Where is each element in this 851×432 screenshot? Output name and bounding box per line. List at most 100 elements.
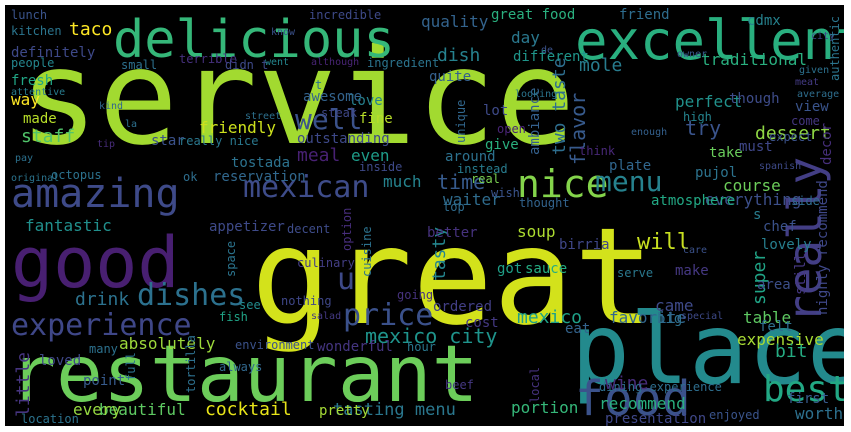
- word-enjoyed: enjoyed: [709, 408, 760, 422]
- word-star: star: [151, 133, 185, 149]
- word-incredible: incredible: [309, 8, 381, 22]
- word-quality: quality: [421, 12, 489, 31]
- word-attentive: attentive: [11, 87, 65, 98]
- word-presentation: presentation: [605, 411, 706, 426]
- word-staff: staff: [21, 126, 75, 147]
- word-location: location: [21, 412, 79, 426]
- word-best: best: [763, 369, 844, 410]
- word-ingredient: ingredient: [367, 56, 439, 70]
- word-great: great: [251, 199, 654, 355]
- word-give: give: [485, 137, 519, 153]
- word-area: area: [757, 277, 791, 293]
- word-although: although: [311, 57, 359, 68]
- word-outstanding: outstanding: [297, 131, 390, 147]
- word-traditional: traditional: [701, 50, 807, 69]
- word-really: really: [778, 157, 832, 323]
- word-time: time: [437, 170, 485, 194]
- word-many: many: [89, 342, 118, 356]
- word-mexico: mexico: [517, 307, 582, 328]
- word-environment: environment: [235, 338, 314, 352]
- word-got: got: [497, 261, 522, 277]
- word-steak: steak: [321, 106, 358, 120]
- word-felt: felt: [759, 319, 793, 335]
- word-waiter: waiter: [443, 190, 501, 209]
- word-every: every: [73, 400, 122, 419]
- word-bit: bit: [775, 341, 808, 362]
- word-made: made: [23, 111, 57, 127]
- word-local: local: [528, 367, 542, 403]
- word-take: take: [709, 145, 743, 161]
- word-though: though: [729, 91, 780, 107]
- word-tortilla: tortilla: [184, 335, 198, 393]
- word-inside: inside: [359, 160, 402, 174]
- word-must: must: [739, 139, 773, 155]
- word-going: going: [397, 288, 433, 302]
- word-loved: loved: [39, 353, 81, 369]
- word-perfect: perfect: [675, 92, 742, 111]
- word-lunch: lunch: [11, 8, 47, 22]
- word-unique: unique: [454, 100, 468, 143]
- word-friendly: friendly: [199, 118, 276, 137]
- word-excellent: excellent: [575, 9, 844, 72]
- word-around: around: [445, 149, 496, 165]
- word-meat: meat: [795, 77, 819, 88]
- word-enough: enough: [631, 127, 667, 138]
- word-portion: portion: [511, 398, 578, 417]
- word-wine: wine: [605, 373, 648, 394]
- word-owner: owner: [677, 49, 707, 60]
- word-tasty: tasty: [429, 227, 450, 281]
- word-plate: plate: [609, 158, 651, 174]
- word-even: even: [351, 146, 390, 165]
- word-big: big: [657, 311, 682, 327]
- word-eat: eat: [565, 321, 590, 337]
- word-better: better: [427, 225, 478, 241]
- word-delicious: delicious: [113, 10, 395, 70]
- word-different: different: [513, 49, 589, 65]
- word-two-taste: two taste: [549, 57, 570, 155]
- word-everything: everything: [705, 190, 801, 209]
- word-pretty: pretty: [319, 403, 370, 419]
- word-taco: taco: [69, 19, 112, 40]
- word-top: top: [443, 200, 465, 214]
- word-quite: quite: [429, 69, 471, 85]
- word-octopus: octopus: [51, 168, 102, 182]
- word-wonderful: wonderful: [317, 339, 393, 355]
- word-mexico-city: mexico city: [365, 324, 497, 348]
- word-beef: beef: [445, 378, 474, 392]
- word-full: full: [124, 352, 138, 381]
- word-hour: hour: [407, 340, 436, 354]
- word-terrible: terrible: [179, 52, 237, 66]
- word-la: la: [125, 119, 137, 130]
- word-great-food: great food: [491, 7, 575, 23]
- word-dessert: dessert: [755, 123, 831, 144]
- word-first: first: [787, 391, 829, 407]
- word-tip: tip: [97, 139, 115, 150]
- word-come: come: [791, 114, 820, 128]
- word-much: much: [383, 172, 422, 191]
- word-decor: decor: [819, 123, 835, 165]
- word-day: day: [511, 28, 540, 47]
- word-tostada: tostada: [231, 155, 290, 171]
- word-lot: lot: [483, 103, 508, 119]
- word-average: average: [797, 89, 839, 100]
- word-nothing: nothing: [281, 294, 332, 308]
- word-birria: birria: [559, 237, 610, 253]
- word-think: think: [579, 144, 616, 158]
- word-lovely: lovely: [761, 237, 812, 253]
- word-serve: serve: [617, 266, 653, 280]
- word-cocktail: cocktail: [205, 399, 292, 420]
- word-high: high: [683, 110, 712, 124]
- word-meal: meal: [297, 145, 340, 166]
- word-didn-t: didn t: [225, 58, 268, 72]
- word-expect: expect: [769, 130, 812, 144]
- word-open: open: [497, 122, 526, 136]
- word-thought: thought: [519, 196, 570, 210]
- word-nice: nice: [517, 162, 609, 206]
- word-people: people: [11, 56, 54, 70]
- word-wish: wish: [491, 186, 520, 200]
- word-still: still: [793, 253, 809, 295]
- word-love: love: [349, 93, 383, 109]
- word-t: t: [315, 78, 322, 92]
- word-price: price: [343, 298, 433, 333]
